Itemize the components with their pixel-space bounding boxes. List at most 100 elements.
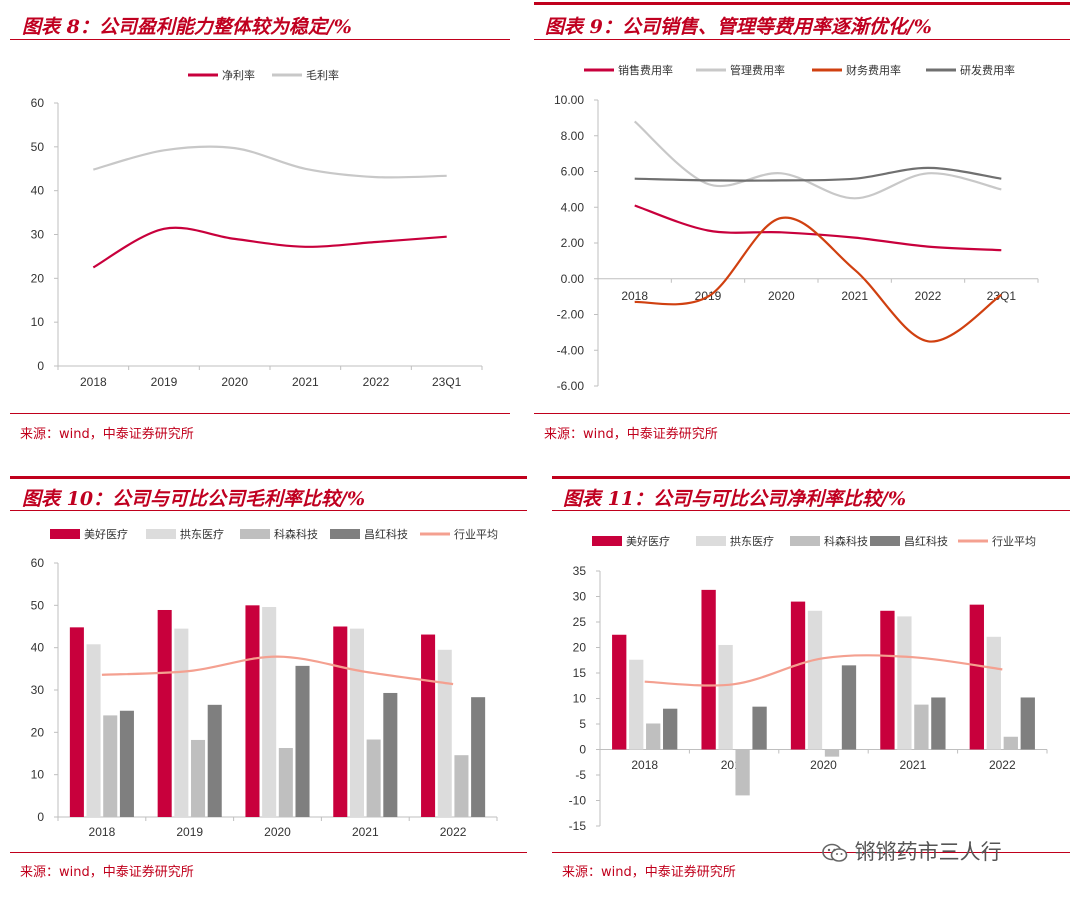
title-underline [10, 510, 527, 511]
title-underline [552, 510, 1070, 511]
bar-美好医疗 [701, 589, 716, 750]
y-tick-label: 0 [37, 810, 44, 824]
bar-美好医疗 [157, 609, 172, 817]
x-tick-label: 2018 [631, 758, 658, 772]
y-tick-label: -4.00 [557, 343, 585, 357]
legend-swatch [790, 536, 820, 546]
chart-title: 图表 10：公司与可比公司毛利率比较/% [22, 488, 366, 510]
y-tick-label: 20 [31, 725, 45, 739]
x-tick-label: 2018 [80, 375, 107, 389]
line-chart-profitability: 0 10 20 30 40 50 60 2018 2019 2020 2021 2022 23Q1 净利率… [31, 68, 483, 389]
legend-swatch [870, 536, 900, 546]
bar-昌红科技 [1020, 697, 1035, 750]
y-tick-label: -5 [575, 768, 586, 782]
y-tick-label: 50 [31, 140, 45, 154]
series-line-行业平均 [101, 655, 454, 686]
bar-拱东医疗 [986, 636, 1001, 750]
series-line-净利率 [92, 226, 447, 269]
legend-label: 美好医疗 [626, 534, 670, 548]
y-tick-label: 10 [573, 692, 587, 706]
x-tick-label: 2019 [151, 375, 178, 389]
bar-昌红科技 [295, 665, 310, 817]
x-tick-label: 2019 [176, 825, 203, 839]
legend-label: 美好医疗 [84, 527, 128, 541]
x-tick-label: 23Q1 [432, 375, 462, 389]
bar-拱东医疗 [897, 616, 912, 750]
legend-label: 拱东医疗 [730, 534, 774, 548]
wechat-icon [822, 843, 848, 863]
y-tick-label: 20 [573, 641, 587, 655]
bar-拱东医疗 [86, 644, 101, 817]
legend-swatch [146, 529, 176, 539]
y-tick-label: 30 [31, 683, 45, 697]
bar-科森科技 [1003, 736, 1018, 750]
y-tick-label: -6.00 [557, 379, 585, 393]
bar-昌红科技 [207, 704, 222, 817]
legend-label: 昌红科技 [364, 527, 408, 541]
y-tick-label: -15 [569, 819, 587, 833]
legend-label: 行业平均 [992, 535, 1036, 548]
bar-美好医疗 [969, 604, 984, 750]
y-tick-label: 0.00 [561, 272, 585, 286]
chart-title: 图表 11：公司与可比公司净利率比较/% [563, 488, 907, 510]
watermark-text: 锵锵药市三人行 [854, 840, 1002, 864]
bar-拱东医疗 [262, 607, 277, 817]
legend-swatch [592, 536, 622, 546]
bar-昌红科技 [119, 710, 134, 817]
y-tick-label: 50 [31, 598, 45, 612]
bar-拱东医疗 [807, 610, 823, 750]
bar-拱东医疗 [718, 644, 733, 750]
legend-label: 财务费用率 [846, 63, 901, 77]
title-topbar [552, 476, 1070, 479]
y-tick-label: 40 [31, 184, 45, 198]
x-tick-label: 2020 [264, 825, 291, 839]
bar-科森科技 [454, 755, 469, 817]
source-note: 来源：wind，中泰证券研究所 [20, 427, 194, 442]
y-tick-label: 8.00 [561, 129, 585, 143]
x-tick-label: 2021 [352, 825, 379, 839]
y-tick-label: 60 [31, 96, 45, 110]
source-note: 来源：wind，中泰证券研究所 [20, 865, 194, 880]
y-tick-label: 25 [573, 615, 587, 629]
bar-科森科技 [191, 739, 206, 817]
y-tick-label: -2.00 [557, 308, 585, 322]
bar-拱东医疗 [437, 649, 452, 817]
title-topbar [534, 2, 1070, 5]
bar-美好医疗 [69, 627, 84, 817]
y-tick-label: 30 [573, 590, 587, 604]
y-tick-label: 10 [31, 315, 45, 329]
x-tick-label: 2018 [621, 289, 648, 303]
y-tick-label: 40 [31, 641, 45, 655]
legend-label: 销售费用率 [618, 63, 673, 77]
title-underline [534, 39, 1070, 40]
bar-美好医疗 [612, 634, 627, 750]
legend-label: 管理费用率 [730, 63, 785, 77]
legend-label: 科森科技 [824, 534, 868, 548]
y-tick-label: -10 [569, 794, 587, 808]
source-note: 来源：wind，中泰证券研究所 [562, 865, 736, 880]
legend-label: 研发费用率 [960, 63, 1015, 77]
x-tick-label: 2020 [768, 289, 795, 303]
x-tick-label: 2022 [363, 375, 390, 389]
bar-科森科技 [824, 749, 840, 757]
series-line-研发费用率 [634, 166, 1002, 182]
source-divider [10, 852, 527, 853]
source-divider [10, 413, 510, 414]
legend-swatch [50, 529, 80, 539]
x-tick-label: 2022 [989, 758, 1016, 772]
series-line-行业平均 [644, 654, 1003, 687]
bar-拱东医疗 [629, 659, 644, 750]
bar-科森科技 [914, 704, 929, 750]
x-tick-label: 2020 [221, 375, 248, 389]
source-divider [552, 852, 1070, 853]
y-tick-label: 20 [31, 271, 45, 285]
bar-拱东医疗 [349, 628, 364, 817]
bar-美好医疗 [333, 626, 348, 817]
y-tick-label: 6.00 [561, 165, 585, 179]
x-tick-label: 2022 [440, 825, 467, 839]
wechat-watermark: 锵锵药市三人行 [822, 836, 1002, 866]
x-tick-label: 2022 [915, 289, 942, 303]
y-tick-label: 5 [579, 717, 586, 731]
legend-label: 毛利率 [306, 68, 339, 82]
